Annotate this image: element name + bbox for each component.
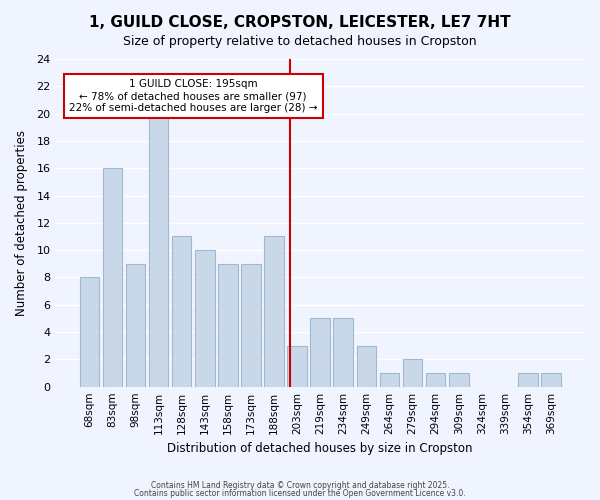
X-axis label: Distribution of detached houses by size in Cropston: Distribution of detached houses by size … <box>167 442 473 455</box>
Bar <box>310 318 330 386</box>
Bar <box>218 264 238 386</box>
Text: Size of property relative to detached houses in Cropston: Size of property relative to detached ho… <box>123 35 477 48</box>
Y-axis label: Number of detached properties: Number of detached properties <box>15 130 28 316</box>
Text: 1, GUILD CLOSE, CROPSTON, LEICESTER, LE7 7HT: 1, GUILD CLOSE, CROPSTON, LEICESTER, LE7… <box>89 15 511 30</box>
Bar <box>103 168 122 386</box>
Bar <box>356 346 376 387</box>
Bar <box>149 114 169 386</box>
Text: 1 GUILD CLOSE: 195sqm
← 78% of detached houses are smaller (97)
22% of semi-deta: 1 GUILD CLOSE: 195sqm ← 78% of detached … <box>69 80 317 112</box>
Bar <box>334 318 353 386</box>
Bar <box>241 264 261 386</box>
Bar <box>518 373 538 386</box>
Text: Contains public sector information licensed under the Open Government Licence v3: Contains public sector information licen… <box>134 488 466 498</box>
Bar <box>125 264 145 386</box>
Bar <box>380 373 400 386</box>
Bar <box>264 236 284 386</box>
Bar <box>426 373 445 386</box>
Bar <box>287 346 307 387</box>
Bar <box>541 373 561 386</box>
Bar <box>195 250 215 386</box>
Bar <box>172 236 191 386</box>
Text: Contains HM Land Registry data © Crown copyright and database right 2025.: Contains HM Land Registry data © Crown c… <box>151 481 449 490</box>
Bar <box>80 278 99 386</box>
Bar <box>449 373 469 386</box>
Bar <box>403 360 422 386</box>
